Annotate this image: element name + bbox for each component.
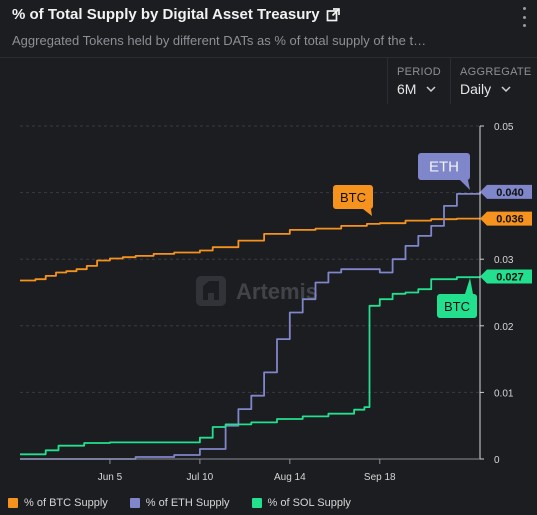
period-label: PERIOD: [397, 66, 441, 78]
y-tick-label-2: 0.02: [494, 322, 514, 333]
chart-controls: PERIOD 6M AGGREGATE Daily: [387, 58, 537, 104]
callout-btc: BTC: [333, 185, 373, 216]
chart-title[interactable]: % of Total Supply by Digital Asset Treas…: [12, 6, 340, 23]
period-value: 6M: [397, 81, 417, 97]
chart-header: % of Total Supply by Digital Asset Treas…: [0, 0, 537, 56]
x-tick-label-3: Sep 18: [364, 472, 396, 483]
kebab-menu-icon[interactable]: [519, 7, 529, 27]
legend-label-eth: % of ETH Supply: [145, 497, 230, 509]
legend-swatch-eth: [129, 498, 140, 508]
callout-label-sol: BTC: [444, 299, 470, 314]
chart-subtitle: Aggregated Tokens held by different DATs…: [12, 33, 427, 48]
last-value-badge-btc: 0.036: [480, 211, 532, 226]
legend-item-eth[interactable]: % of ETH Supply: [129, 497, 230, 509]
badge-label-sol: 0.027: [496, 272, 524, 284]
legend-swatch-btc: [8, 498, 18, 508]
series-line-btc: [20, 217, 480, 282]
aggregate-value: Daily: [459, 81, 492, 97]
badge-label-eth: 0.040: [496, 187, 524, 199]
x-tick-label-1: Jul 10: [187, 472, 214, 483]
y-tick-label-1: 0.01: [494, 388, 514, 399]
badge-shape-sol: [480, 269, 532, 284]
callout-sol: BTC: [437, 278, 477, 318]
series-line-sol: [20, 276, 481, 456]
series-line-eth: [20, 191, 481, 460]
callout-pointer-btc: [363, 209, 372, 216]
legend-item-sol[interactable]: % of SOL Supply: [251, 497, 351, 509]
badge-shape-btc: [480, 211, 532, 226]
legend-label-sol: % of SOL Supply: [267, 497, 351, 509]
header-divider: [0, 57, 537, 58]
artemis-logo-icon: [196, 276, 226, 306]
aggregate-select[interactable]: AGGREGATE Daily: [449, 58, 537, 104]
y-axis: 00.010.020.030.040.05: [479, 122, 514, 466]
chart-grid: [20, 125, 480, 393]
chevron-down-icon: [426, 85, 436, 92]
y-tick-label-0: 0: [494, 455, 500, 466]
callout-label-btc: BTC: [340, 190, 366, 205]
callout-box-btc: [333, 185, 373, 209]
last-value-badges: 0.036 0.040 0.027: [480, 184, 532, 284]
callout-box-eth: [418, 153, 470, 180]
callout-label-eth: ETH: [429, 159, 459, 176]
chart-legend: % of BTC Supply % of ETH Supply % of SOL…: [0, 491, 537, 515]
last-value-badge-eth: 0.040: [480, 184, 532, 199]
legend-label-btc: % of BTC Supply: [24, 497, 108, 509]
badge-shape-eth: [480, 184, 532, 199]
callout-pointer-eth: [460, 180, 470, 190]
chevron-down-icon: [501, 85, 511, 92]
last-value-badge-sol: 0.027: [480, 269, 532, 284]
legend-item-btc[interactable]: % of BTC Supply: [8, 497, 108, 509]
y-tick-label-3: 0.03: [494, 255, 514, 266]
callout-eth: ETH: [418, 153, 470, 190]
callout-pointer-sol: [465, 278, 473, 294]
legend-swatch-sol: [251, 498, 262, 508]
series-lines: [20, 191, 481, 460]
y-tick-label-5: 0.05: [494, 122, 514, 133]
series-callouts: BTC ETH BTC: [333, 153, 477, 318]
aggregate-label: AGGREGATE: [459, 66, 532, 78]
watermark-text: Artemis: [236, 279, 318, 304]
x-tick-label-2: Aug 14: [274, 472, 306, 483]
x-tick-label-0: Jun 5: [98, 472, 123, 483]
badge-label-btc: 0.036: [496, 214, 524, 226]
artemis-watermark: Artemis: [196, 276, 318, 306]
period-select[interactable]: PERIOD 6M: [387, 58, 450, 104]
external-link-icon[interactable]: [326, 7, 340, 22]
callout-box-sol: [437, 294, 477, 318]
chart-title-text: % of Total Supply by Digital Asset Treas…: [12, 6, 320, 23]
x-axis: Jun 5 Jul 10 Aug 14 Sep 18: [20, 458, 480, 483]
